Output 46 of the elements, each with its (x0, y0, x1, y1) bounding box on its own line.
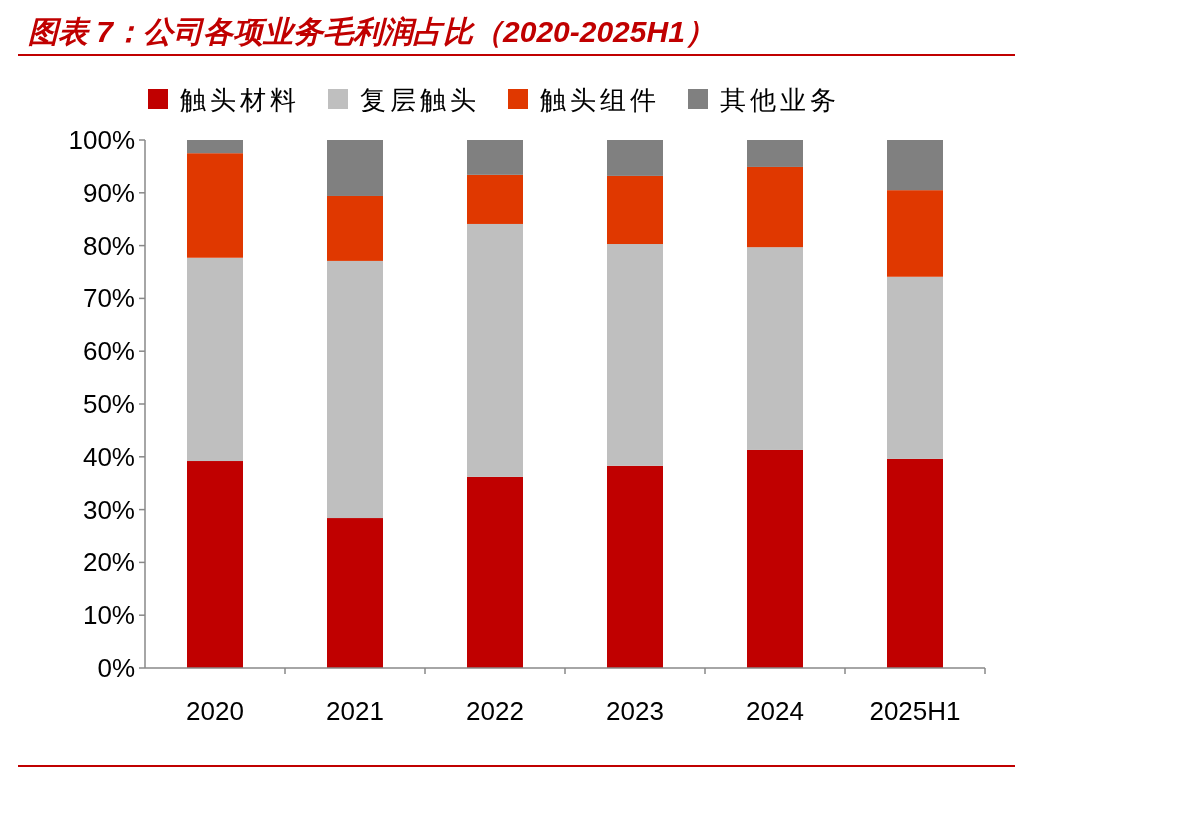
bar (607, 175, 663, 245)
bar (887, 276, 943, 459)
x-tick-label: 2021 (326, 696, 384, 726)
bar (187, 140, 243, 154)
bar (327, 260, 383, 519)
legend-label: 复层触头 (360, 85, 480, 115)
bar (467, 223, 523, 477)
legend-label: 触头材料 (180, 85, 300, 115)
x-tick-label: 2023 (606, 696, 664, 726)
bar (327, 518, 383, 668)
y-tick-label: 30% (82, 494, 135, 525)
y-tick-label: 20% (82, 547, 135, 578)
bar (327, 140, 383, 196)
x-tick-label: 2022 (466, 696, 524, 726)
bar (327, 195, 383, 261)
bar (887, 140, 943, 191)
chart-title: 图表 7：公司各项业务毛利润占比（2020-2025H1） (28, 15, 715, 48)
bar (607, 140, 663, 176)
bar (607, 465, 663, 668)
bar (747, 166, 803, 248)
y-tick-label: 0% (97, 653, 135, 683)
bar (467, 140, 523, 175)
bar (467, 476, 523, 668)
x-tick-label: 2020 (186, 696, 244, 726)
y-tick-label: 100% (68, 125, 135, 155)
y-tick-label: 70% (82, 283, 135, 314)
legend-label: 其他业务 (720, 85, 840, 115)
y-tick-label: 10% (82, 600, 135, 631)
y-tick-label: 40% (82, 441, 135, 472)
y-tick-label: 60% (82, 336, 135, 367)
bar (887, 458, 943, 668)
y-tick-label: 90% (82, 177, 135, 208)
bar (887, 190, 943, 277)
bar (747, 449, 803, 668)
bar (187, 257, 243, 462)
bar (747, 140, 803, 167)
x-tick-label: 2024 (746, 696, 804, 726)
bar (747, 247, 803, 450)
y-tick-label: 50% (82, 389, 135, 419)
legend-label: 触头组件 (540, 85, 660, 115)
y-tick-label: 80% (82, 230, 135, 261)
x-tick-label: 2025H1 (869, 696, 961, 726)
bar (607, 244, 663, 466)
bar (467, 174, 523, 224)
bar (187, 153, 243, 258)
bar (187, 461, 243, 668)
